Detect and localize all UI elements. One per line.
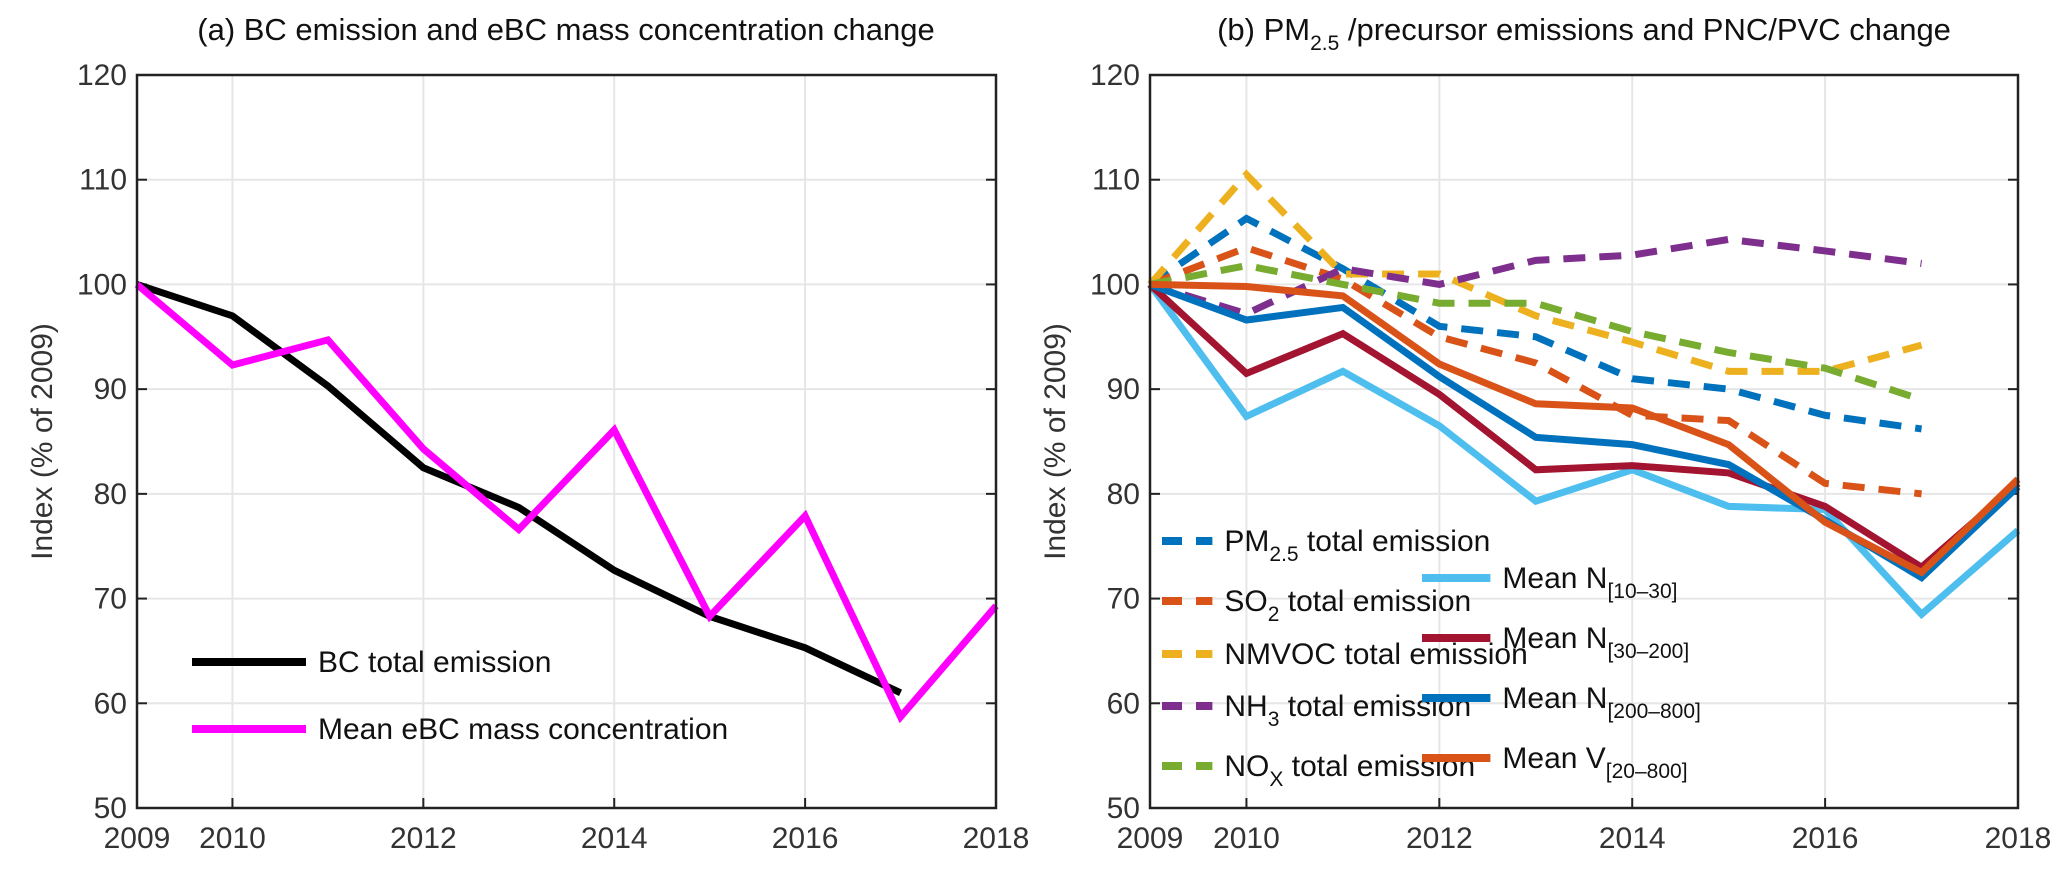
series-line-5 xyxy=(1147,282,2021,620)
y-tick-label: 70 xyxy=(94,583,127,616)
legend-label-subscript: 3 xyxy=(1268,708,1280,731)
y-tick-label: 100 xyxy=(77,268,127,301)
chart-title: (b) PM2.5 /precursor emissions and PNC/P… xyxy=(1217,12,1951,55)
legend-label: Mean N[30–200] xyxy=(1502,622,1689,663)
legend-label: Mean V[20–800] xyxy=(1502,742,1687,783)
y-tick-label: 90 xyxy=(1107,373,1140,406)
y-tick-label: 50 xyxy=(1107,792,1140,825)
y-tick-label: 60 xyxy=(1107,687,1140,720)
legend-label: NMVOC total emission xyxy=(1224,638,1527,671)
y-tick-label: 60 xyxy=(94,687,127,720)
series-line-3 xyxy=(1148,235,1923,318)
y-tick-label: 50 xyxy=(94,792,127,825)
legend-label-subscript: X xyxy=(1269,768,1283,791)
x-tick-label: 2012 xyxy=(1406,822,1473,855)
chart-title: (a) BC emission and eBC mass concentrati… xyxy=(197,12,934,47)
legend-label-text: SO xyxy=(1224,585,1267,618)
legend: BC total emission Mean eBC mass concentra… xyxy=(192,646,728,746)
x-tick-label: 2018 xyxy=(1985,822,2052,855)
chart-title-text: (b) PM xyxy=(1217,12,1310,47)
legend-label-text: BC total emission xyxy=(318,646,551,679)
legend-label-text: Mean N xyxy=(1502,562,1607,595)
series-line-6 xyxy=(1147,281,2021,572)
legend-label-text: Mean N xyxy=(1502,622,1607,655)
y-tick-label: 80 xyxy=(1107,478,1140,511)
series-line-1 xyxy=(134,281,999,724)
legend-label: BC total emission xyxy=(318,646,551,679)
panel-a: 2009 2010 2012 2014 2016 2018 50 60 70 80 90 100 110… xyxy=(26,12,1029,855)
x-tick-label: 2016 xyxy=(772,822,839,855)
x-tick-label: 2014 xyxy=(1599,822,1666,855)
chart-title-text-rest: /precursor emissions and PNC/PVC change xyxy=(1339,12,1951,47)
legend-label-text: Mean N xyxy=(1502,682,1607,715)
x-tick-label: 2010 xyxy=(1213,822,1280,855)
series-line-2 xyxy=(1147,169,1923,375)
x-tick-label: 2016 xyxy=(1792,822,1859,855)
legend-label-text: NMVOC total emission xyxy=(1224,638,1527,671)
y-tick-label: 120 xyxy=(1090,59,1140,92)
series-line-0 xyxy=(135,281,903,696)
legend-label-text-rest: total emission xyxy=(1279,585,1471,618)
legend-label-subscript: 2 xyxy=(1268,603,1280,626)
y-tick-label: 70 xyxy=(1107,583,1140,616)
x-tick-label: 2010 xyxy=(199,822,266,855)
x-tick-label: 2009 xyxy=(1117,822,1184,855)
plot-area xyxy=(137,75,996,808)
y-tick-label: 120 xyxy=(77,59,127,92)
y-tick-label: 110 xyxy=(79,164,127,197)
series-line-4 xyxy=(1149,262,1923,403)
legend-label-text: Mean eBC mass concentration xyxy=(318,713,728,746)
legend-label: SO2 total emission xyxy=(1224,585,1471,626)
y-tick-label: 100 xyxy=(1090,268,1140,301)
y-tick-label: 80 xyxy=(94,478,127,511)
legend-label: Mean eBC mass concentration xyxy=(318,713,728,746)
series-line-1 xyxy=(1148,244,1922,498)
legend-label-subscript: [30–200] xyxy=(1607,640,1689,663)
legend-label-subscript: [200–800] xyxy=(1607,700,1700,723)
legend-label-text: Mean V xyxy=(1502,742,1605,775)
x-tick-label: 2014 xyxy=(581,822,648,855)
legend-label-text: NO xyxy=(1224,750,1269,783)
legend-label: Mean N[10–30] xyxy=(1502,562,1677,603)
legend-label-subscript: [20–800] xyxy=(1606,760,1688,783)
x-tick-label: 2012 xyxy=(390,822,457,855)
chart-title-subscript: 2.5 xyxy=(1310,32,1339,55)
y-axis-label: Index (% of 2009) xyxy=(1039,323,1072,560)
panel-b: 2009 2010 2012 2014 2016 2018 50 60 70 80 90 100 110… xyxy=(1039,12,2051,855)
x-tick-label: 2009 xyxy=(104,822,171,855)
series-line-0 xyxy=(1148,214,1923,433)
x-tick-label: 2018 xyxy=(963,822,1030,855)
y-tick-label: 110 xyxy=(1092,164,1140,197)
chart-title-text: (a) BC emission and eBC mass concentrati… xyxy=(197,12,934,47)
legend-label-subscript: 2.5 xyxy=(1269,543,1298,566)
legend-label-text: PM xyxy=(1224,525,1269,558)
legend-label: Mean N[200–800] xyxy=(1502,682,1700,723)
legend-label-text-rest: total emission xyxy=(1299,525,1491,558)
y-axis-label: Index (% of 2009) xyxy=(26,323,59,560)
axes-box xyxy=(135,73,998,810)
series-line-8 xyxy=(1149,280,2021,577)
legend-label-text: NH xyxy=(1224,690,1267,723)
y-tick-label: 90 xyxy=(94,373,127,406)
axes-box xyxy=(1148,73,2020,810)
legend-label: PM2.5 total emission xyxy=(1224,525,1490,566)
legend-label-subscript: [10–30] xyxy=(1607,580,1677,603)
